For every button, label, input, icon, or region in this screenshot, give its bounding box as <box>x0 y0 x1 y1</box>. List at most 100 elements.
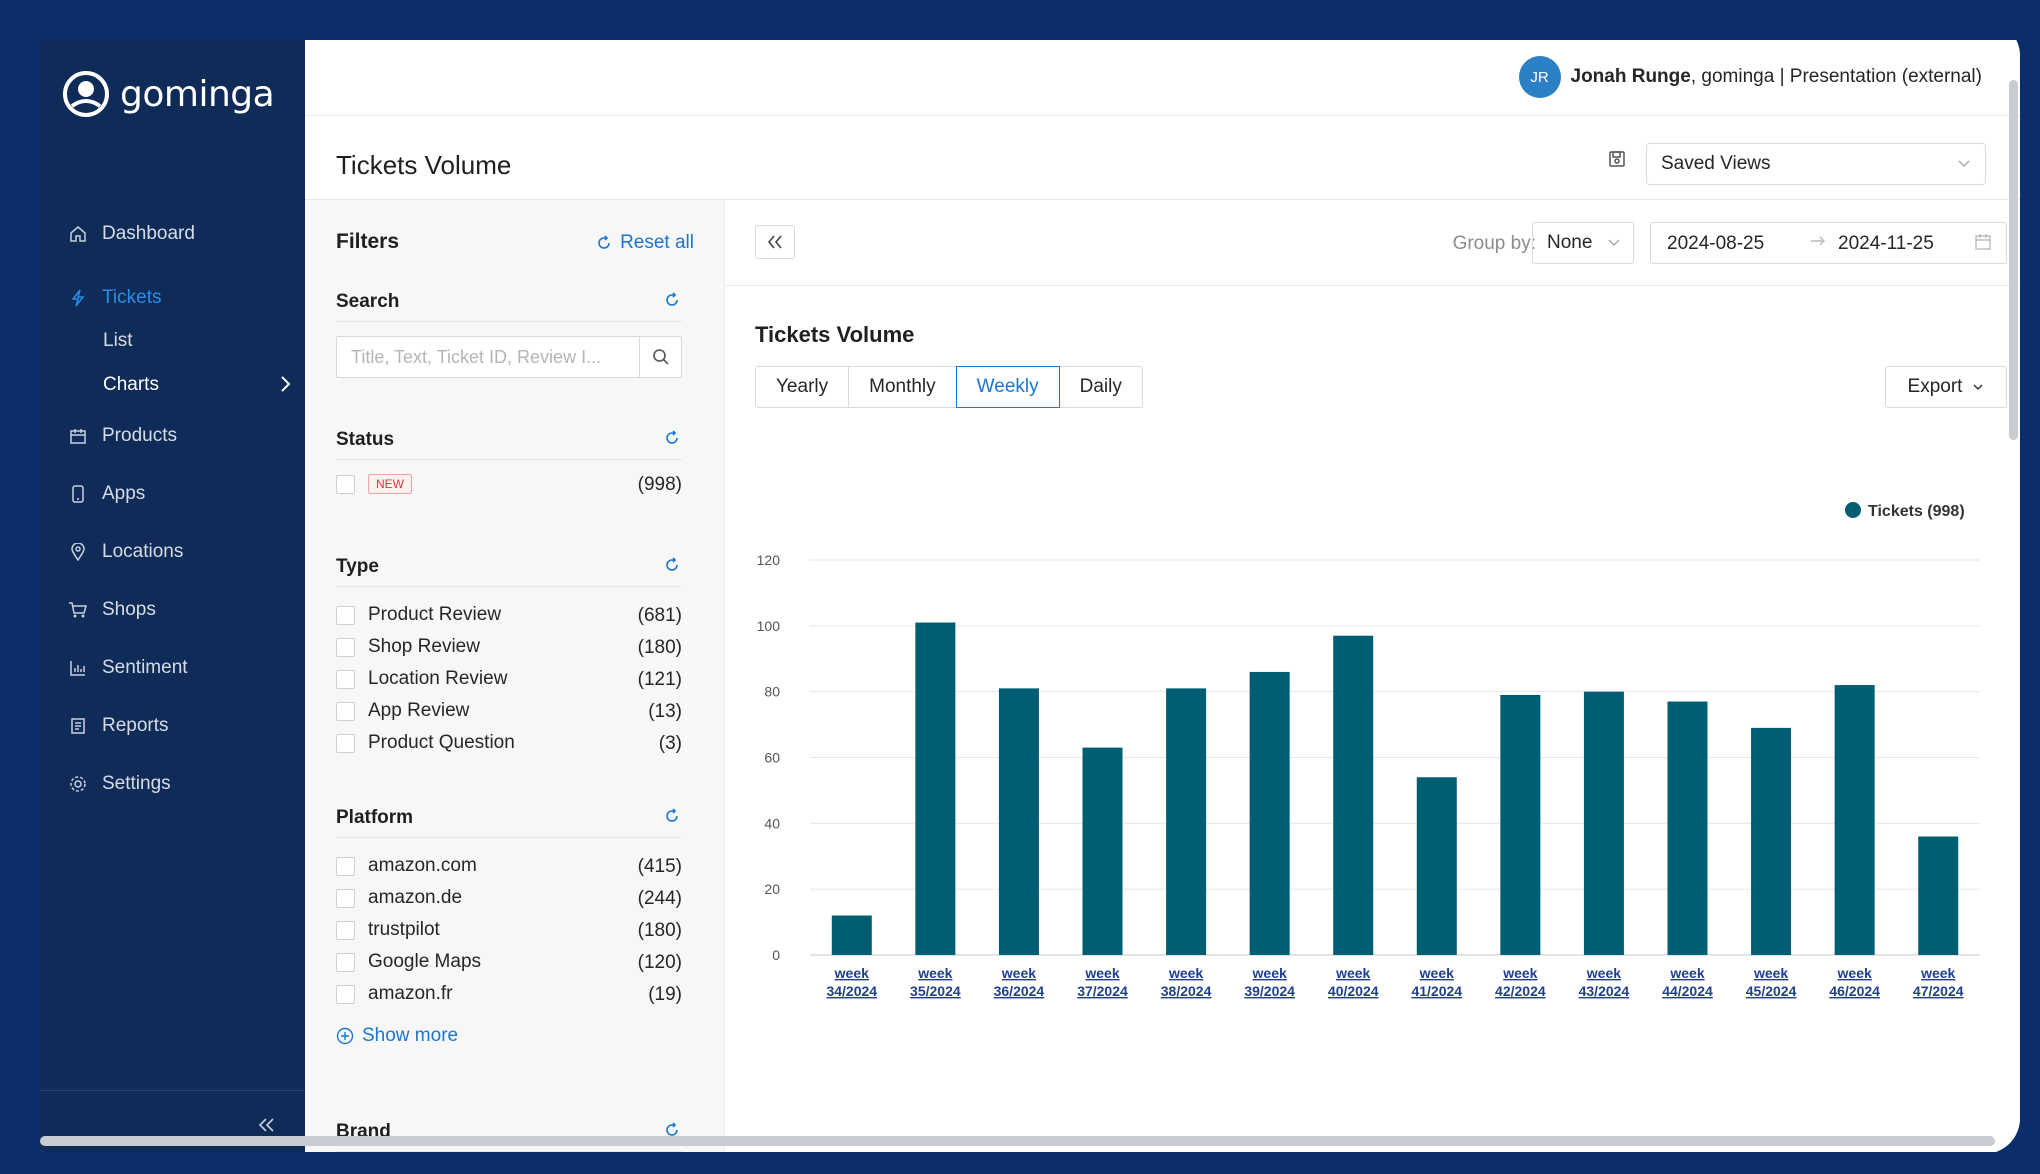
horizontal-scrollbar[interactable] <box>40 1136 1995 1146</box>
period-segmented-control: Yearly Monthly Weekly Daily <box>755 366 1143 408</box>
x-tick-label[interactable]: 34/2024 <box>826 983 877 999</box>
x-tick-label[interactable]: 44/2024 <box>1662 983 1713 999</box>
date-to[interactable]: 2024-11-25 <box>1838 233 1934 254</box>
x-tick-label[interactable]: week <box>917 965 952 981</box>
filter-section-title: Brand <box>336 1112 682 1152</box>
x-tick-label[interactable]: 43/2024 <box>1579 983 1630 999</box>
option-label: App Review <box>368 700 470 721</box>
x-tick-label[interactable]: week <box>834 965 869 981</box>
x-tick-label[interactable]: 36/2024 <box>994 983 1045 999</box>
group-by-select[interactable]: None <box>1532 222 1634 264</box>
x-tick-label[interactable]: week <box>1502 965 1537 981</box>
user-menu[interactable]: JR Jonah Runge, gominga | Presentation (… <box>1518 56 1982 98</box>
legend-label[interactable]: Tickets (998) <box>1868 503 1965 520</box>
brand-logo[interactable]: gominga <box>62 70 275 118</box>
date-range-picker[interactable]: 2024-08-25 2024-11-25 <box>1650 222 2007 264</box>
x-tick-label[interactable]: 35/2024 <box>910 983 961 999</box>
search-button[interactable] <box>639 337 681 377</box>
double-chevron-left-icon <box>767 235 782 249</box>
x-tick-label[interactable]: week <box>1252 965 1287 981</box>
bar-chart: 0 20 40 60 80 100 120 Tickets (998) week 34/2024 w… <box>757 502 1980 999</box>
refresh-icon[interactable] <box>664 1122 680 1144</box>
save-view-icon[interactable] <box>1608 150 1626 173</box>
refresh-icon[interactable] <box>664 808 680 830</box>
period-yearly-button[interactable]: Yearly <box>755 366 850 408</box>
x-tick-label[interactable]: week <box>1837 965 1872 981</box>
x-tick-label[interactable]: 42/2024 <box>1495 983 1546 999</box>
vertical-scrollbar[interactable] <box>2009 80 2018 440</box>
sidebar-item-shops[interactable]: Shops <box>40 581 305 639</box>
collapse-sidebar-button[interactable] <box>258 1112 276 1140</box>
x-tick-label[interactable]: 47/2024 <box>1913 983 1964 999</box>
sidebar-item-sentiment[interactable]: Sentiment <box>40 639 305 697</box>
x-tick-label[interactable]: week <box>1753 965 1788 981</box>
period-daily-button[interactable]: Daily <box>1058 366 1143 408</box>
x-tick-label[interactable]: 37/2024 <box>1077 983 1128 999</box>
refresh-icon[interactable] <box>664 557 680 579</box>
checkbox[interactable] <box>336 669 355 689</box>
platform-option-amazon-de[interactable]: amazon.de (244) <box>336 882 682 914</box>
search-field <box>336 336 682 378</box>
type-option-location-review[interactable]: Location Review (121) <box>336 663 682 695</box>
period-weekly-button[interactable]: Weekly <box>955 366 1060 408</box>
x-tick-label[interactable]: week <box>1586 965 1621 981</box>
date-from[interactable]: 2024-08-25 <box>1667 233 1765 254</box>
show-more-button[interactable]: Show more <box>336 1020 682 1052</box>
option-label: trustpilot <box>368 919 440 940</box>
search-icon <box>652 349 669 365</box>
x-tick-label[interactable]: week <box>1419 965 1454 981</box>
x-tick-label[interactable]: week <box>1084 965 1119 981</box>
sidebar-item-locations[interactable]: Locations <box>40 523 305 581</box>
type-option-shop-review[interactable]: Shop Review (180) <box>336 631 682 663</box>
platform-option-google-maps[interactable]: Google Maps (120) <box>336 946 682 978</box>
checkbox[interactable] <box>336 733 355 753</box>
export-button[interactable]: Export <box>1885 366 2007 408</box>
sidebar-subitem-charts[interactable]: Charts <box>40 363 305 407</box>
checkbox[interactable] <box>336 474 355 494</box>
x-tick-label[interactable]: 39/2024 <box>1244 983 1295 999</box>
checkbox[interactable] <box>336 888 355 908</box>
sidebar-item-dashboard[interactable]: Dashboard <box>40 205 305 263</box>
checkbox[interactable] <box>336 701 355 721</box>
collapse-filters-button[interactable] <box>755 225 795 259</box>
x-tick-label[interactable]: week <box>1168 965 1203 981</box>
platform-option-amazon-fr[interactable]: amazon.fr (19) <box>336 978 682 1010</box>
status-section-label: Status <box>336 428 395 450</box>
x-tick-label[interactable]: 46/2024 <box>1829 983 1880 999</box>
sidebar-item-apps[interactable]: Apps <box>40 465 305 523</box>
legend-marker[interactable] <box>1845 502 1861 518</box>
checkbox[interactable] <box>336 920 355 940</box>
x-tick-label[interactable]: 45/2024 <box>1746 983 1797 999</box>
checkbox[interactable] <box>336 984 355 1004</box>
checkbox[interactable] <box>336 605 355 625</box>
saved-views-select[interactable]: Saved Views <box>1646 143 1986 185</box>
filter-section-search: Search <box>336 282 682 378</box>
sidebar-subitem-list[interactable]: List <box>40 319 305 363</box>
checkbox[interactable] <box>336 952 355 972</box>
x-tick-label[interactable]: 38/2024 <box>1161 983 1212 999</box>
x-tick-label[interactable]: week <box>1001 965 1036 981</box>
refresh-icon[interactable] <box>664 430 680 452</box>
sidebar-item-reports[interactable]: Reports <box>40 697 305 755</box>
bar <box>1751 727 1792 955</box>
checkbox[interactable] <box>336 637 355 657</box>
platform-option-trustpilot[interactable]: trustpilot (180) <box>336 914 682 946</box>
reset-all-button[interactable]: Reset all <box>596 232 694 254</box>
status-option-new[interactable]: NEW (998) <box>336 468 682 500</box>
search-input[interactable] <box>337 337 639 377</box>
period-monthly-button[interactable]: Monthly <box>848 366 957 408</box>
sidebar-item-products[interactable]: Products <box>40 407 305 465</box>
x-tick-label[interactable]: 40/2024 <box>1328 983 1379 999</box>
x-tick-label[interactable]: 41/2024 <box>1411 983 1462 999</box>
sidebar-item-tickets[interactable]: Tickets <box>40 269 305 327</box>
refresh-icon[interactable] <box>664 292 680 314</box>
x-tick-label[interactable]: week <box>1669 965 1704 981</box>
type-option-app-review[interactable]: App Review (13) <box>336 695 682 727</box>
type-option-product-question[interactable]: Product Question (3) <box>336 727 682 759</box>
checkbox[interactable] <box>336 856 355 876</box>
x-tick-label[interactable]: week <box>1920 965 1955 981</box>
platform-option-amazon-com[interactable]: amazon.com (415) <box>336 850 682 882</box>
x-tick-label[interactable]: week <box>1335 965 1370 981</box>
type-option-product-review[interactable]: Product Review (681) <box>336 599 682 631</box>
sidebar-item-settings[interactable]: Settings <box>40 755 305 813</box>
